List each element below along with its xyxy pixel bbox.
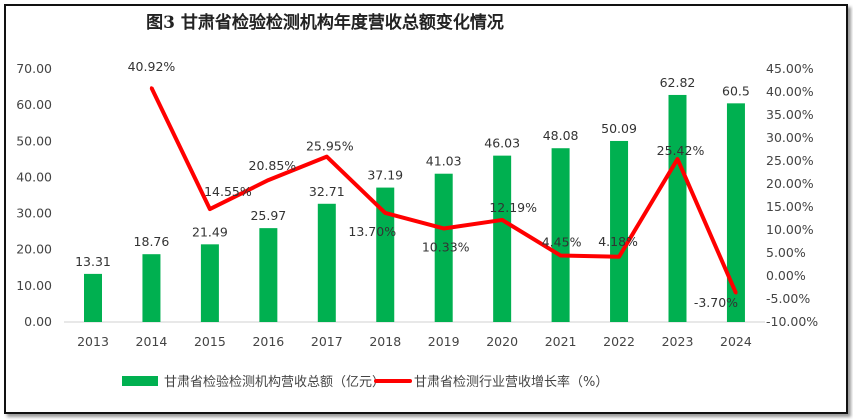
line-value-label: 4.45% xyxy=(542,235,582,250)
legend-bar-swatch xyxy=(122,376,158,386)
line-value-label: 25.95% xyxy=(306,139,354,154)
y-left-tick-label: 30.00 xyxy=(16,206,52,221)
bar xyxy=(610,140,629,322)
chart-frame xyxy=(4,4,848,414)
y-right-tick-label: 25.00% xyxy=(766,153,814,168)
bar xyxy=(551,148,570,322)
line-point xyxy=(208,207,212,211)
line-point xyxy=(266,178,270,182)
line-point xyxy=(559,254,563,258)
bar xyxy=(84,273,102,322)
y-left-tick-label: 50.00 xyxy=(16,133,52,148)
y-right-tick-label: 20.00% xyxy=(766,176,814,191)
legend: 甘肃省检验检测机构营收总额（亿元） 甘肃省检测行业营收增长率（%） xyxy=(122,374,608,390)
x-tick-label: 2024 xyxy=(720,334,752,349)
line-value-label: 12.19% xyxy=(489,200,537,215)
y-right-tick-label: 5.00% xyxy=(766,245,806,260)
y-left-tick-label: 40.00 xyxy=(16,169,52,184)
line-value-label: 10.33% xyxy=(422,239,470,254)
bar-value-label: 32.71 xyxy=(309,184,345,199)
y-left-tick-label: 10.00 xyxy=(16,278,52,293)
bar-value-label: 48.08 xyxy=(543,128,579,143)
bar-value-label: 37.19 xyxy=(367,168,403,183)
line-value-label: 40.92% xyxy=(128,59,176,74)
x-tick-label: 2013 xyxy=(77,334,109,349)
y-right-tick-label: 45.00% xyxy=(766,61,814,76)
bar-value-label: 50.09 xyxy=(601,121,637,136)
line-point xyxy=(149,86,153,90)
y-right-tick-label: 40.00% xyxy=(766,84,814,99)
line-value-label: -3.70% xyxy=(694,295,738,310)
y-left-tick-label: 60.00 xyxy=(16,97,52,112)
bar xyxy=(200,244,219,322)
line-value-label: 25.42% xyxy=(657,143,705,158)
y-left-tick-label: 20.00 xyxy=(16,242,52,257)
y-right-tick-label: 30.00% xyxy=(766,130,814,145)
y-left-tick-label: 70.00 xyxy=(16,61,52,76)
x-tick-label: 2017 xyxy=(311,334,343,349)
bar xyxy=(668,94,687,323)
y-right-tick-label: 15.00% xyxy=(766,199,814,214)
y-right-tick-label: 35.00% xyxy=(766,107,814,122)
y-right-tick-label: 10.00% xyxy=(766,222,814,237)
bar-value-label: 18.76 xyxy=(134,234,170,249)
legend-bar-label: 甘肃省检验检测机构营收总额（亿元） xyxy=(164,374,385,390)
bar-value-label: 21.49 xyxy=(192,224,228,239)
x-tick-label: 2015 xyxy=(194,334,226,349)
y-right-tick-label: -10.00% xyxy=(766,314,818,329)
line-point xyxy=(383,211,387,215)
x-tick-label: 2020 xyxy=(486,334,518,349)
bar-value-label: 25.97 xyxy=(250,208,286,223)
bar-value-label: 46.03 xyxy=(484,136,520,151)
y-left-tick-label: 0.00 xyxy=(24,314,52,329)
x-tick-label: 2022 xyxy=(603,334,635,349)
bar xyxy=(726,103,745,322)
line-point xyxy=(442,226,446,230)
bar xyxy=(376,187,395,322)
bar xyxy=(259,228,278,322)
line-point xyxy=(325,155,329,159)
chart-title: 图3 甘肃省检验检测机构年度营收总额变化情况 xyxy=(146,12,504,33)
line-value-label: 13.70% xyxy=(348,224,396,239)
x-tick-label: 2014 xyxy=(136,334,168,349)
bar-value-label: 13.31 xyxy=(75,254,111,269)
legend-line-label: 甘肃省检测行业营收增长率（%） xyxy=(414,374,608,390)
bar-value-label: 60.5 xyxy=(722,83,750,98)
line-value-label: 20.85% xyxy=(249,158,297,173)
x-tick-label: 2019 xyxy=(428,334,460,349)
line-point xyxy=(500,218,504,222)
bar xyxy=(142,254,161,322)
x-tick-label: 2021 xyxy=(545,334,577,349)
bar xyxy=(317,203,336,322)
line-value-label: 14.55% xyxy=(204,184,252,199)
bar-value-label: 62.82 xyxy=(660,75,696,90)
line-value-label: 4.18% xyxy=(598,234,638,249)
line-point xyxy=(617,255,621,259)
bar xyxy=(434,173,453,322)
line-point xyxy=(734,291,738,295)
bar xyxy=(493,155,512,322)
x-tick-label: 2023 xyxy=(662,334,694,349)
x-tick-label: 2018 xyxy=(369,334,401,349)
line-point xyxy=(676,157,679,161)
x-tick-label: 2016 xyxy=(252,334,284,349)
bar-value-label: 41.03 xyxy=(426,154,462,169)
y-right-tick-label: 0.00% xyxy=(766,268,806,283)
y-right-tick-label: -5.00% xyxy=(766,291,810,306)
